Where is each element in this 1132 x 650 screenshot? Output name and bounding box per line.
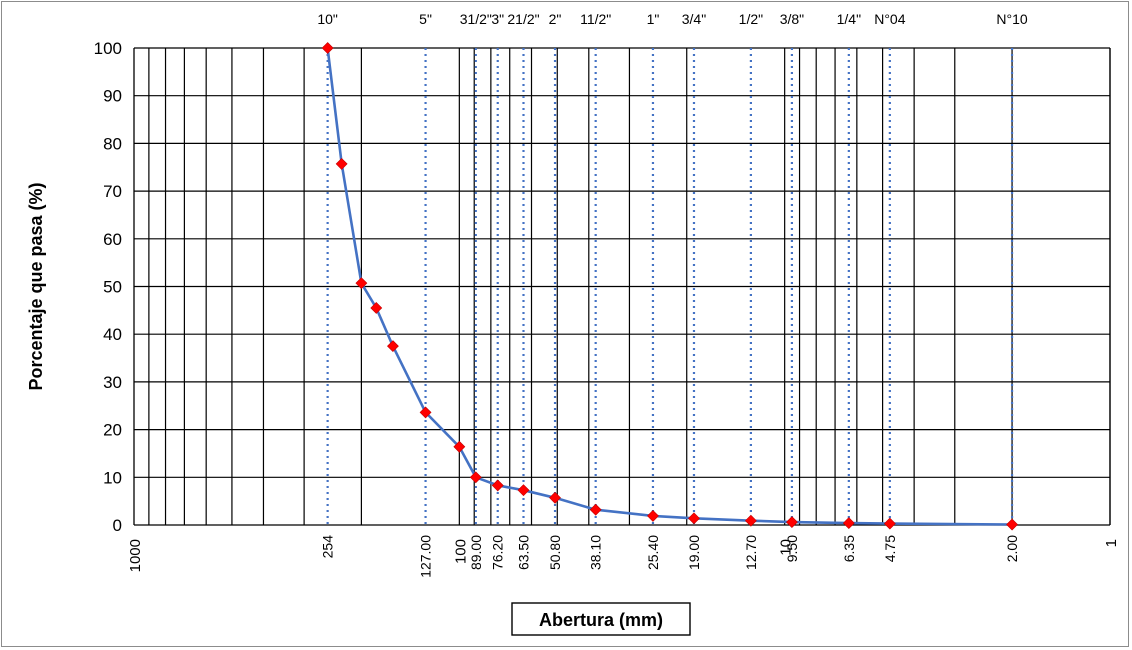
y-tick-label: 0 — [113, 516, 122, 535]
data-point-marker — [883, 517, 896, 530]
sieve-size-label: 1/2" — [739, 11, 763, 27]
data-point-marker — [744, 514, 757, 527]
sieve-value-label: 127.00 — [418, 535, 434, 578]
sieve-size-label: 1/4" — [837, 11, 861, 27]
sieve-lines — [326, 48, 1014, 525]
sieve-value-label: 19.00 — [686, 535, 702, 570]
sieve-value-label: 254 — [320, 535, 336, 559]
horizontal-gridlines — [134, 47, 1110, 526]
y-tick-label: 20 — [103, 421, 122, 440]
sieve-value-label: 38.10 — [588, 535, 604, 570]
x-decade-label: 10 — [778, 539, 795, 556]
data-point-marker — [785, 516, 798, 529]
data-point-marker — [842, 517, 855, 530]
y-tick-label: 100 — [94, 39, 122, 58]
x-decade-labels: 1000 100 10 1 — [127, 539, 1120, 572]
sieve-size-label: 11/2" — [580, 11, 611, 27]
data-point-marker — [517, 484, 530, 497]
sieve-size-label: 3/8" — [780, 11, 804, 27]
y-tick-label: 90 — [103, 87, 122, 106]
sieve-size-label: 5" — [419, 11, 432, 27]
data-point-marker — [321, 42, 334, 54]
sieve-value-label: 4.75 — [882, 535, 898, 562]
sieve-size-label: N°04 — [874, 11, 905, 27]
y-tick-label: 60 — [103, 230, 122, 249]
sieve-value-labels: 254 127.00 89.00 76.20 63.50 50.80 38.10 25.40 1… — [320, 535, 1020, 578]
data-point-marker — [469, 471, 482, 484]
y-tick-label: 50 — [103, 278, 122, 297]
sieve-value-label: 6.35 — [841, 535, 857, 562]
data-point-marker — [1006, 518, 1018, 531]
data-point-marker — [355, 277, 368, 290]
y-tick-label: 80 — [103, 134, 122, 153]
sieve-value-label: 25.40 — [645, 535, 661, 570]
sieve-size-label: 3/4" — [682, 11, 706, 27]
data-point-marker — [589, 503, 602, 516]
data-point-marker — [419, 406, 432, 419]
x-decade-label: 1000 — [127, 539, 144, 572]
y-tick-label: 40 — [103, 325, 122, 344]
data-point-marker — [647, 510, 659, 522]
sieve-value-label: 50.80 — [547, 535, 563, 570]
sieve-size-label: 1" — [647, 11, 660, 27]
y-tick-labels: 0 10 20 30 40 50 60 70 80 90 100 — [94, 39, 122, 535]
y-tick-label: 10 — [103, 468, 122, 487]
x-decade-label: 100 — [452, 539, 469, 564]
x-axis-title-box — [511, 602, 691, 636]
sieve-value-label: 9.50 — [784, 535, 800, 562]
sieve-value-label: 2.00 — [1004, 535, 1020, 562]
sieve-value-label: 76.20 — [490, 535, 506, 570]
sieve-value-label: 12.70 — [743, 535, 759, 570]
sieve-size-label: 3" — [491, 11, 504, 27]
data-points — [321, 42, 1018, 531]
sieve-value-label: 89.00 — [468, 535, 484, 570]
sieve-size-label: N°10 — [996, 11, 1027, 27]
x-axis-title: Abertura (mm) — [539, 610, 663, 630]
y-axis-title: Porcentaje que pasa (%) — [26, 182, 46, 390]
y-tick-label: 30 — [103, 373, 122, 392]
sieve-size-label: 10" — [317, 11, 338, 27]
data-point-marker — [491, 479, 504, 492]
data-point-marker — [453, 440, 466, 453]
sieve-size-label: 2" — [549, 11, 562, 27]
data-point-marker — [370, 302, 383, 314]
sieve-size-label: 31/2" — [460, 11, 492, 27]
y-tick-label: 70 — [103, 182, 122, 201]
sieve-size-labels: 10" 5" 31/2" 3" 21/2" 2" 11/2" 1" 3/4" 1/2" 3/8" 1/… — [317, 11, 1028, 27]
sieve-size-label: 21/2" — [507, 11, 539, 27]
data-point-marker — [549, 491, 561, 504]
sieve-value-label: 63.50 — [515, 535, 531, 570]
data-point-marker — [335, 157, 348, 170]
data-point-marker — [387, 340, 399, 353]
x-decade-label: 1 — [1103, 539, 1120, 547]
data-point-marker — [688, 512, 700, 525]
